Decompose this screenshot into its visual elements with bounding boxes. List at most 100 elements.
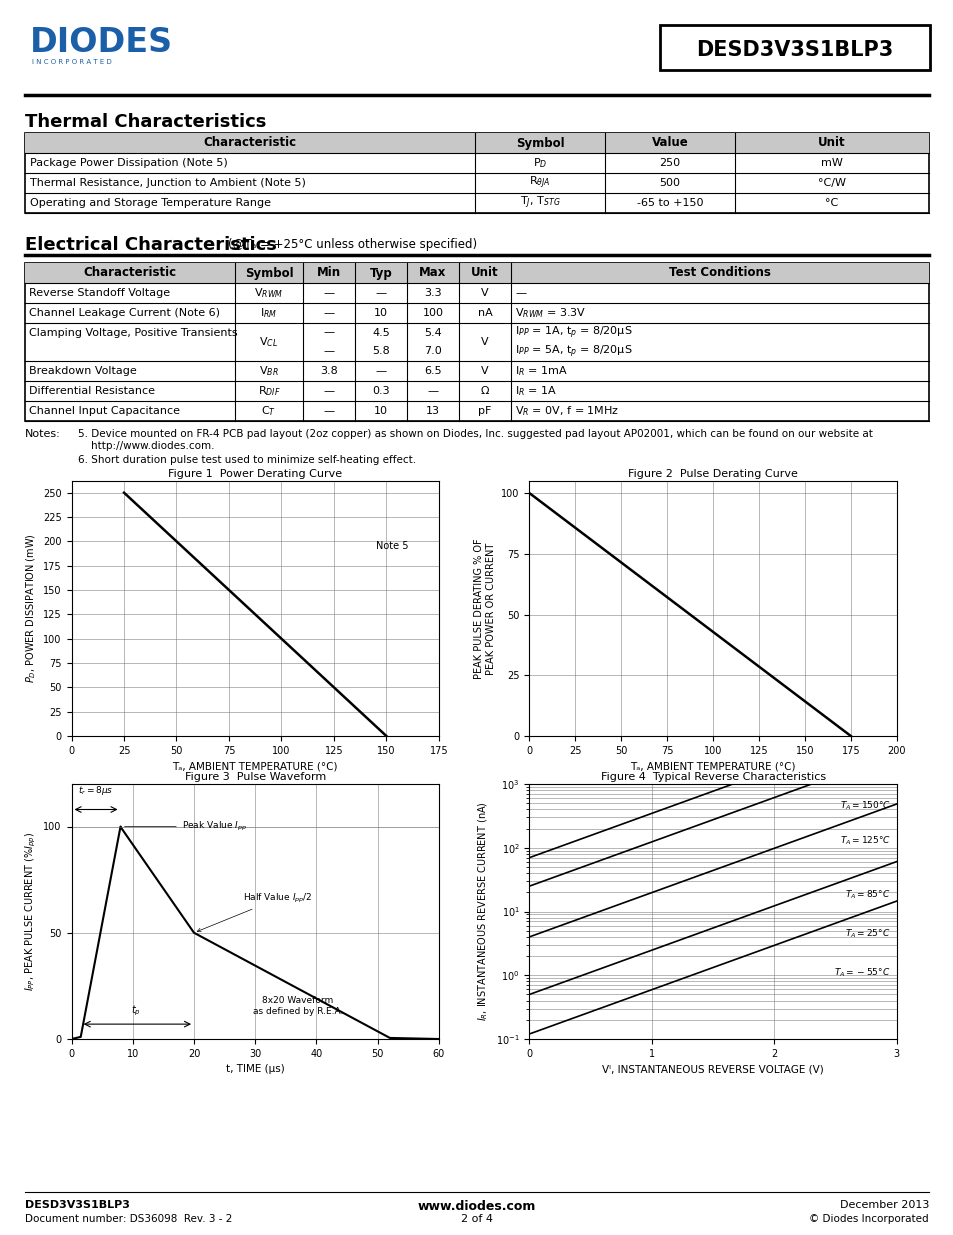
Text: I$_R$ = 1mA: I$_R$ = 1mA <box>515 364 567 378</box>
Text: Note 5: Note 5 <box>375 541 408 551</box>
Text: —: — <box>323 406 335 416</box>
Text: 5.8: 5.8 <box>372 347 390 357</box>
Text: $T_A = -55°C$: $T_A = -55°C$ <box>834 966 890 979</box>
Text: 0.3: 0.3 <box>372 387 390 396</box>
Text: —: — <box>323 327 335 337</box>
Text: Thermal Characteristics: Thermal Characteristics <box>25 112 266 131</box>
Y-axis label: $I_{PP}$, PEAK PULSE CURRENT (%$I_{pp}$): $I_{PP}$, PEAK PULSE CURRENT (%$I_{pp}$) <box>24 832 38 992</box>
Text: Unit: Unit <box>471 267 498 279</box>
Text: V: V <box>480 366 488 375</box>
Text: Ω: Ω <box>480 387 489 396</box>
Text: 6. Short duration pulse test used to minimize self-heating effect.: 6. Short duration pulse test used to min… <box>78 454 416 466</box>
Text: mW: mW <box>821 158 842 168</box>
Text: 7.0: 7.0 <box>424 347 441 357</box>
Text: Value: Value <box>651 137 688 149</box>
Text: V: V <box>480 337 488 347</box>
Text: 10: 10 <box>374 308 388 317</box>
Text: DIODES: DIODES <box>30 26 172 58</box>
Text: Notes:: Notes: <box>25 429 61 438</box>
Text: Channel Leakage Current (Note 6): Channel Leakage Current (Note 6) <box>29 308 220 317</box>
Text: T$_J$, T$_{STG}$: T$_J$, T$_{STG}$ <box>519 195 559 211</box>
Text: —: — <box>515 288 525 298</box>
Text: I$_{PP}$ = 1A, t$_p$ = 8/20μS: I$_{PP}$ = 1A, t$_p$ = 8/20μS <box>515 325 632 341</box>
Text: 4.5: 4.5 <box>372 327 390 337</box>
Text: 500: 500 <box>659 178 679 188</box>
Text: —: — <box>323 308 335 317</box>
X-axis label: Vᴵ, INSTANTANEOUS REVERSE VOLTAGE (V): Vᴵ, INSTANTANEOUS REVERSE VOLTAGE (V) <box>601 1065 823 1074</box>
Text: °C: °C <box>824 198 838 207</box>
Text: December 2013: December 2013 <box>839 1200 928 1210</box>
Text: $T_A = 125°C$: $T_A = 125°C$ <box>839 834 890 847</box>
Text: $T_A = 150°C$: $T_A = 150°C$ <box>839 800 890 813</box>
Y-axis label: $P_D$, POWER DISSIPATION (mW): $P_D$, POWER DISSIPATION (mW) <box>24 534 37 683</box>
X-axis label: Tₐ, AMBIENT TEMPERATURE (°C): Tₐ, AMBIENT TEMPERATURE (°C) <box>172 761 337 772</box>
Text: DESD3V3S1BLP3: DESD3V3S1BLP3 <box>696 40 893 61</box>
Text: 100: 100 <box>422 308 443 317</box>
Text: 3.8: 3.8 <box>320 366 337 375</box>
Text: Differential Resistance: Differential Resistance <box>29 387 154 396</box>
Text: 250: 250 <box>659 158 679 168</box>
Text: pF: pF <box>477 406 491 416</box>
Text: P$_D$: P$_D$ <box>532 156 547 170</box>
Title: Figure 4  Typical Reverse Characteristics: Figure 4 Typical Reverse Characteristics <box>600 772 824 782</box>
Text: —: — <box>375 288 386 298</box>
Text: V$_{RWM}$ = 3.3V: V$_{RWM}$ = 3.3V <box>515 306 585 320</box>
Text: $t_p$: $t_p$ <box>131 1004 141 1019</box>
Title: Figure 3  Pulse Waveform: Figure 3 Pulse Waveform <box>184 772 326 782</box>
Text: Thermal Resistance, Junction to Ambient (Note 5): Thermal Resistance, Junction to Ambient … <box>30 178 306 188</box>
Text: nA: nA <box>477 308 492 317</box>
Text: Electrical Characteristics: Electrical Characteristics <box>25 236 276 254</box>
Text: © Diodes Incorporated: © Diodes Incorporated <box>808 1214 928 1224</box>
Text: Unit: Unit <box>818 137 845 149</box>
Text: -65 to +150: -65 to +150 <box>636 198 702 207</box>
Text: $T_A = 85°C$: $T_A = 85°C$ <box>844 889 890 902</box>
Text: Half Value $I_{pp}$/2: Half Value $I_{pp}$/2 <box>197 892 312 931</box>
X-axis label: t, TIME (μs): t, TIME (μs) <box>226 1065 284 1074</box>
Text: —: — <box>427 387 438 396</box>
Text: Test Conditions: Test Conditions <box>668 267 770 279</box>
Text: 5. Device mounted on FR-4 PCB pad layout (2oz copper) as shown on Diodes, Inc. s: 5. Device mounted on FR-4 PCB pad layout… <box>78 429 872 451</box>
Text: V: V <box>480 288 488 298</box>
Text: Reverse Standoff Voltage: Reverse Standoff Voltage <box>29 288 170 298</box>
Text: V$_R$ = 0V, f = 1MHz: V$_R$ = 0V, f = 1MHz <box>515 404 618 417</box>
Text: °C/W: °C/W <box>817 178 845 188</box>
Text: Channel Input Capacitance: Channel Input Capacitance <box>29 406 180 416</box>
Text: I$_R$ = 1A: I$_R$ = 1A <box>515 384 557 398</box>
Text: V$_{CL}$: V$_{CL}$ <box>259 335 278 350</box>
Text: Max: Max <box>419 267 446 279</box>
Text: 10: 10 <box>374 406 388 416</box>
Text: Min: Min <box>316 267 341 279</box>
Text: $T_A = 25°C$: $T_A = 25°C$ <box>844 927 890 940</box>
Text: 2 of 4: 2 of 4 <box>460 1214 493 1224</box>
Text: Document number: DS36098  Rev. 3 - 2: Document number: DS36098 Rev. 3 - 2 <box>25 1214 233 1224</box>
Text: 6.5: 6.5 <box>424 366 441 375</box>
Text: I$_{PP}$ = 5A, t$_p$ = 8/20μS: I$_{PP}$ = 5A, t$_p$ = 8/20μS <box>515 343 632 359</box>
Text: Symbol: Symbol <box>244 267 293 279</box>
Text: (@Tₐ = +25°C unless otherwise specified): (@Tₐ = +25°C unless otherwise specified) <box>228 238 476 251</box>
Bar <box>25 263 928 283</box>
Text: 5.4: 5.4 <box>424 327 441 337</box>
Text: —: — <box>323 288 335 298</box>
Bar <box>25 263 928 421</box>
Text: $t_r = 8\mu s$: $t_r = 8\mu s$ <box>78 784 113 797</box>
Text: —: — <box>375 366 386 375</box>
Text: R$_{DIF}$: R$_{DIF}$ <box>257 384 280 398</box>
Text: Symbol: Symbol <box>516 137 564 149</box>
Title: Figure 1  Power Derating Curve: Figure 1 Power Derating Curve <box>168 469 342 479</box>
Text: DESD3V3S1BLP3: DESD3V3S1BLP3 <box>25 1200 130 1210</box>
X-axis label: Tₐ, AMBIENT TEMPERATURE (°C): Tₐ, AMBIENT TEMPERATURE (°C) <box>630 761 795 772</box>
Text: Clamping Voltage, Positive Transients: Clamping Voltage, Positive Transients <box>29 329 237 338</box>
Text: 3.3: 3.3 <box>424 288 441 298</box>
Text: R$_{\theta JA}$: R$_{\theta JA}$ <box>529 175 550 191</box>
Bar <box>25 133 928 153</box>
Text: www.diodes.com: www.diodes.com <box>417 1200 536 1213</box>
Text: —: — <box>323 347 335 357</box>
Text: Breakdown Voltage: Breakdown Voltage <box>29 366 136 375</box>
Text: C$_T$: C$_T$ <box>261 404 276 417</box>
Text: I N C O R P O R A T E D: I N C O R P O R A T E D <box>32 59 112 65</box>
Text: Package Power Dissipation (Note 5): Package Power Dissipation (Note 5) <box>30 158 228 168</box>
Text: —: — <box>323 387 335 396</box>
Text: 13: 13 <box>426 406 439 416</box>
Text: Typ: Typ <box>369 267 392 279</box>
Bar <box>659 25 929 70</box>
